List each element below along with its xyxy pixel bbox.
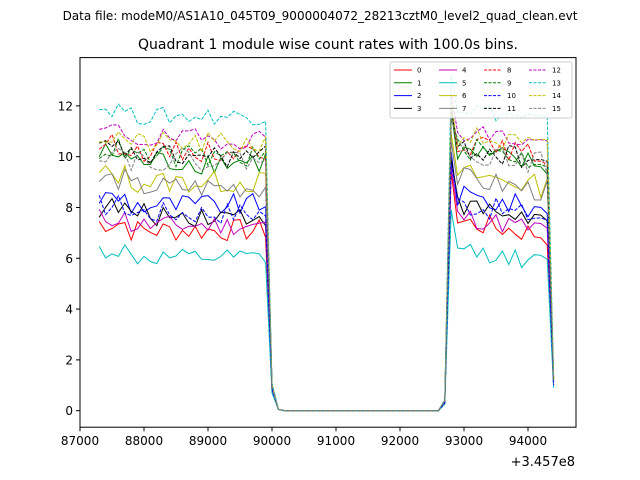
- legend-label: 4: [462, 67, 467, 75]
- legend-label: 9: [507, 79, 511, 87]
- legend-label: 6: [462, 92, 467, 100]
- x-tick-label: 91000: [317, 434, 355, 448]
- legend-label: 12: [552, 67, 561, 75]
- legend-box: [389, 61, 573, 119]
- x-axis: 87000 88000 89000 90000 91000 92000 93000 94000: [61, 427, 547, 448]
- chart-title: Quadrant 1 module wise count rates with …: [138, 37, 518, 53]
- x-tick-label: 87000: [61, 434, 99, 448]
- series-line-5: [98, 209, 555, 412]
- y-tick-label: 0: [65, 404, 73, 418]
- y-tick-label: 6: [65, 252, 73, 266]
- series-line-0: [98, 171, 555, 412]
- series-line-6: [98, 133, 555, 412]
- series-line-3: [98, 159, 555, 412]
- legend-label: 5: [462, 79, 466, 87]
- legend-label: 2: [417, 92, 421, 100]
- legend-label: 1: [417, 79, 421, 87]
- legend-label: 15: [552, 105, 561, 113]
- x-tick-label: 92000: [381, 434, 419, 448]
- legend-label: 3: [417, 105, 421, 113]
- figure-suptitle: Data file: modeM0/AS1A10_045T09_90000040…: [63, 9, 578, 23]
- y-axis: 0 2 4 6 8 10 12: [58, 99, 80, 418]
- y-tick-label: 2: [65, 353, 73, 367]
- legend-label: 0: [417, 67, 421, 75]
- series-line-4: [98, 166, 555, 412]
- x-tick-label: 89000: [189, 434, 227, 448]
- x-tick-label: 90000: [253, 434, 291, 448]
- series-line-7: [98, 141, 555, 412]
- legend-label: 8: [507, 67, 511, 75]
- series-line-13: [99, 75, 555, 412]
- y-tick-label: 12: [58, 99, 73, 113]
- x-tick-label: 93000: [445, 434, 483, 448]
- series-line-15: [99, 115, 555, 412]
- series-line-10: [98, 164, 555, 412]
- x-tick-label: 88000: [125, 434, 163, 448]
- y-tick-label: 4: [65, 303, 73, 317]
- legend-label: 10: [507, 92, 516, 100]
- series-line-12: [99, 93, 555, 412]
- x-offset-label: +3.457e8: [511, 455, 575, 470]
- y-tick-label: 10: [58, 150, 73, 164]
- y-tick-label: 8: [65, 201, 73, 215]
- legend-label: 14: [552, 92, 561, 100]
- legend-label: 13: [552, 79, 561, 87]
- series-line-8: [98, 105, 555, 412]
- series-line-11: [99, 108, 555, 412]
- x-tick-label: 94000: [509, 434, 547, 448]
- axes-frame: [79, 57, 577, 428]
- legend-label: 7: [462, 105, 466, 113]
- series-line-2: [98, 151, 555, 412]
- series-layer: [98, 75, 555, 412]
- legend-label: 11: [507, 105, 516, 113]
